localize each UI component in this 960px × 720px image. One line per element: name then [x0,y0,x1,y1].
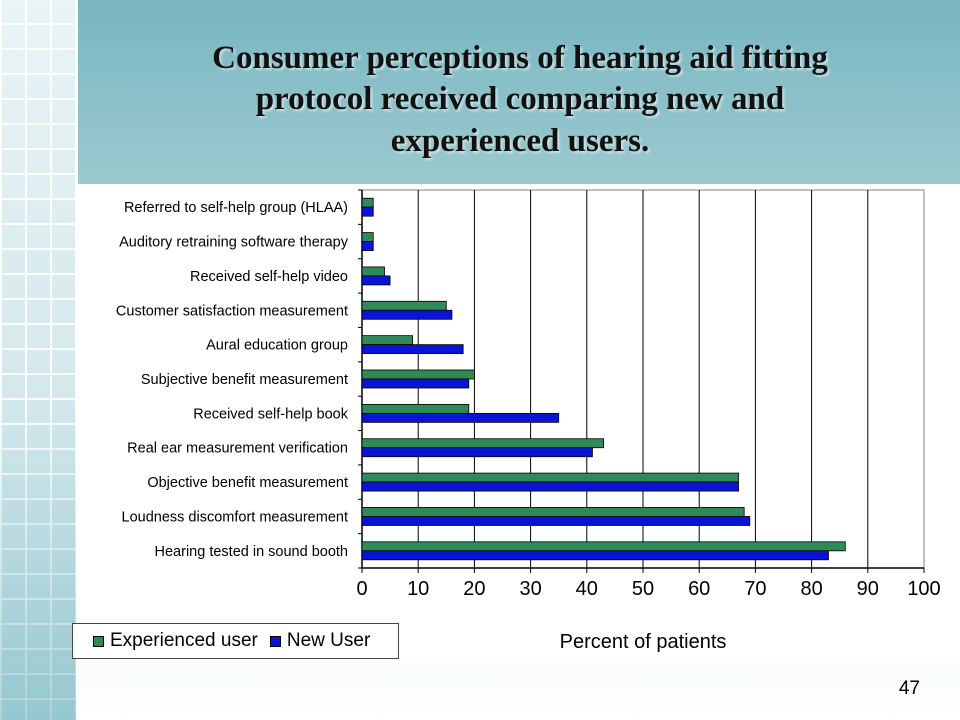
bar-new [361,344,464,355]
decorative-tile-strip [0,0,76,720]
bar-experienced [361,541,846,552]
category-label: Loudness discomfort measurement [122,509,348,525]
page-number: 47 [898,678,920,699]
bar-new [361,309,453,320]
category-label: Hearing tested in sound booth [155,544,348,560]
bar-experienced [361,438,605,449]
x-tick-label: 100 [907,578,940,600]
bar-new [361,275,391,286]
x-tick-label: 20 [463,578,485,600]
x-tick-label: 60 [688,578,710,600]
legend-label-new: New User [286,630,371,651]
legend-swatch-new [269,635,281,647]
bar-new [361,516,751,526]
x-tick-label: 0 [356,578,367,600]
chart-legend: Experienced user New User [72,623,399,659]
bar-new [361,481,739,492]
legend-item-experienced: Experienced user [93,630,258,652]
category-label: Received self-help video [190,269,348,285]
bar-chart: 0 10 20 30 40 50 60 70 80 90 100 Referred to self-h… [116,189,941,653]
bar-experienced [361,335,413,346]
bar-experienced [361,300,447,311]
slide-title: Consumer perceptions of hearing aid fitt… [120,38,920,162]
category-label: Objective benefit measurement [147,475,348,491]
bar-experienced [361,369,475,380]
x-tick-label: 10 [407,578,429,600]
x-tick-label: 30 [519,578,541,600]
bar-experienced [361,232,374,242]
bar-experienced [361,197,374,208]
x-tick-label: 50 [632,578,654,600]
bar-experienced [361,266,385,277]
bar-new [361,447,593,458]
bar-experienced [361,472,739,483]
category-label: Customer satisfaction measurement [116,303,348,319]
category-label: Subjective benefit measurement [141,372,348,388]
x-tick-label: 80 [800,578,822,600]
category-label: Received self-help book [193,406,349,422]
legend-item-new: New User [269,630,371,652]
x-axis-label: Percent of patients [560,631,727,653]
chart-panel: 0 10 20 30 40 50 60 70 80 90 100 Referred to self-h… [78,184,960,664]
category-label: Real ear measurement verification [127,441,348,457]
slide-title-line: Consumer perceptions of hearing aid fitt… [212,40,828,76]
slide-title-line: experienced users. [390,122,650,159]
x-tick-label: 90 [857,578,879,600]
bar-new [361,550,829,561]
bar-new [361,412,560,423]
x-tick-label: 40 [576,578,598,600]
category-label: Auditory retraining software therapy [119,235,349,251]
legend-label-experienced: Experienced user [110,630,258,651]
legend-swatch-experienced [93,635,104,647]
bar-new [361,206,374,217]
bar-experienced [361,507,745,517]
bar-new [361,378,470,389]
category-label: Referred to self-help group (HLAA) [124,200,348,216]
decorative-divider [76,0,78,720]
bar-new [361,241,374,251]
bar-experienced [361,403,470,414]
category-label: Aural education group [206,338,348,354]
slide-title-line: protocol received comparing new and [255,81,785,118]
x-tick-label: 70 [744,578,766,600]
